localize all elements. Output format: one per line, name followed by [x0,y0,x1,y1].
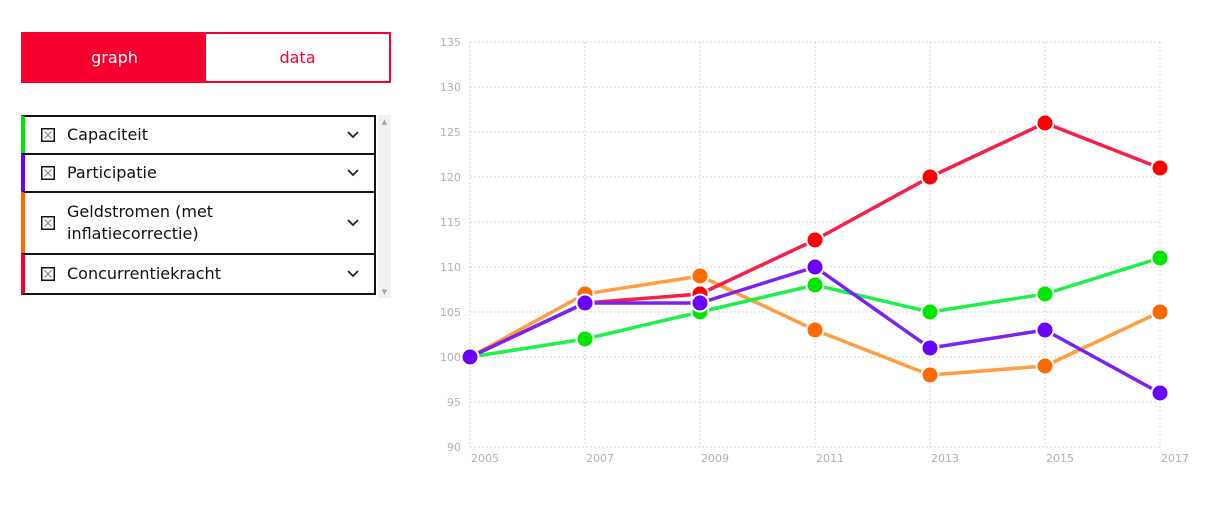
legend-item-label: Capaciteit [67,125,149,144]
checkbox-checked-icon[interactable] [41,166,55,180]
data-point [575,329,595,349]
data-point [460,347,480,367]
chevron-down-icon[interactable] [346,218,360,228]
tab-data[interactable]: data [206,34,389,81]
view-toggle: graph data [21,32,391,83]
data-point [1150,383,1170,403]
y-tick-label: 125 [440,126,461,139]
legend-item[interactable]: Geldstromen (met inflatiecorrectie) [21,191,376,255]
scroll-down-arrow-icon[interactable]: ▼ [381,287,388,296]
legend-item[interactable]: Concurrentiekracht [21,253,376,295]
data-point [805,320,825,340]
scroll-thumb[interactable] [380,130,389,280]
x-tick-label: 2013 [931,452,959,465]
y-tick-label: 110 [440,261,461,274]
x-tick-label: 2017 [1161,452,1189,465]
tab-graph[interactable]: graph [23,34,206,81]
x-tick-label: 2011 [816,452,844,465]
chevron-down-icon[interactable] [346,269,360,279]
data-point [1035,113,1055,133]
data-point [1035,284,1055,304]
checkbox-checked-icon[interactable] [41,267,55,281]
data-point [1035,356,1055,376]
series-legend: Capaciteit Participatie Geldstromen (met i… [21,115,391,298]
y-tick-label: 135 [440,36,461,49]
data-point [920,365,940,385]
legend-item-label: Concurrentiekracht [67,264,221,283]
x-tick-label: 2005 [471,452,499,465]
data-point [1150,158,1170,178]
y-tick-label: 100 [440,351,461,364]
data-point [1035,320,1055,340]
x-tick-label: 2007 [586,452,614,465]
data-point [805,257,825,277]
legend-item-label: Geldstromen (met inflatiecorrectie) [67,202,214,243]
data-point [805,275,825,295]
chevron-down-icon[interactable] [346,130,360,140]
data-point [575,293,595,313]
legend-item-label: Participatie [67,163,157,182]
y-tick-label: 105 [440,306,461,319]
data-point [1150,248,1170,268]
scroll-up-arrow-icon[interactable]: ▲ [381,117,388,126]
y-tick-label: 120 [440,171,461,184]
checkbox-checked-icon[interactable] [41,216,55,230]
x-tick-label: 2015 [1046,452,1074,465]
data-point [920,302,940,322]
legend-list: Capaciteit Participatie Geldstromen (met i… [21,115,376,295]
y-tick-label: 90 [447,441,461,454]
checkbox-checked-icon[interactable] [41,128,55,142]
legend-scrollbar[interactable]: ▲ ▼ [378,115,391,298]
data-point [690,266,710,286]
y-tick-label: 115 [440,216,461,229]
y-tick-label: 95 [447,396,461,409]
x-tick-label: 2009 [701,452,729,465]
data-point [690,293,710,313]
data-point [1150,302,1170,322]
data-point [920,167,940,187]
data-point [805,230,825,250]
chevron-down-icon[interactable] [346,168,360,178]
y-tick-label: 130 [440,81,461,94]
data-point [920,338,940,358]
legend-item[interactable]: Capaciteit [21,115,376,155]
